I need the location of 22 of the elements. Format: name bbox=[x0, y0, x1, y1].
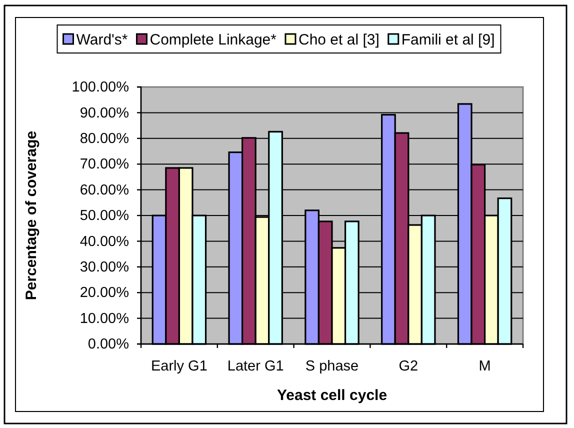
y-tick-label: 70.00% bbox=[80, 156, 130, 173]
y-tick-label: 50.00% bbox=[80, 208, 130, 224]
y-tick-label: 40.00% bbox=[80, 234, 130, 250]
legend-label: Cho et al [3] bbox=[298, 31, 380, 48]
legend-label: Famili et al [9] bbox=[401, 31, 495, 48]
y-tick-label: 100.00% bbox=[72, 80, 130, 96]
y-tick-label: 10.00% bbox=[80, 310, 130, 327]
y-tick-label: 90.00% bbox=[80, 105, 130, 122]
y-tick-label: 80.00% bbox=[80, 131, 130, 148]
y-axis-title: Percentage of coverage bbox=[23, 130, 40, 300]
x-tick-label: Early G1 bbox=[150, 358, 208, 374]
x-tick-label: S phase bbox=[305, 358, 359, 374]
y-tick-label: 20.00% bbox=[80, 285, 130, 302]
y-tick-label: 0.00% bbox=[88, 336, 130, 353]
y-tick-label: 30.00% bbox=[80, 260, 130, 276]
x-axis-title: Yeast cell cycle bbox=[276, 387, 388, 404]
x-tick-label: Later G1 bbox=[227, 358, 284, 374]
y-tick-label: 60.00% bbox=[80, 182, 130, 198]
x-tick-label: G2 bbox=[398, 358, 418, 374]
legend-label: Complete Linkage* bbox=[150, 31, 277, 48]
legend-label: Ward's* bbox=[76, 31, 128, 48]
x-tick-label: M bbox=[478, 358, 491, 374]
